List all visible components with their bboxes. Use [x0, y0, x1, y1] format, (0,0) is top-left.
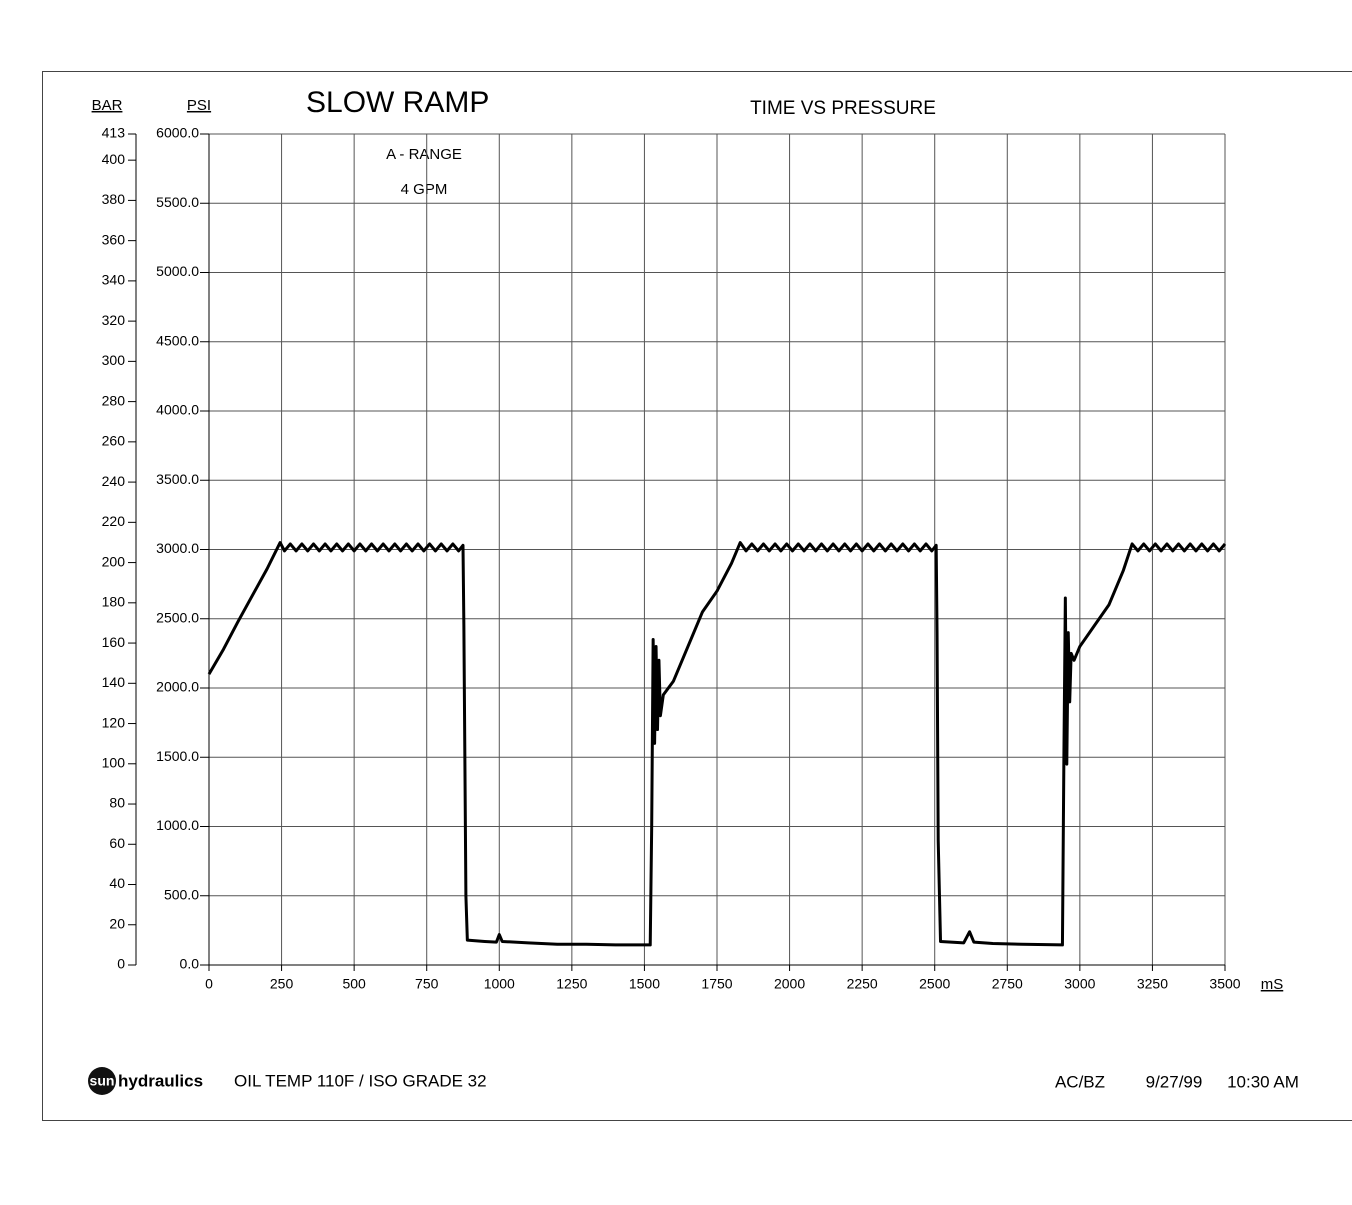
- x-tick-label: 1000: [484, 976, 515, 992]
- x-tick-label: 500: [342, 976, 366, 992]
- y2-tick-label: 360: [102, 231, 126, 247]
- y2-tick-label: 340: [102, 272, 126, 288]
- y-tick-label: 500.0: [164, 886, 199, 902]
- y-tick-label: 5000.0: [156, 263, 199, 279]
- y-tick-label: 0.0: [180, 956, 200, 972]
- y2-tick-label: 160: [102, 634, 126, 650]
- y2-tick-label: 60: [109, 835, 125, 851]
- y-axis-label: PSI: [187, 97, 211, 114]
- y-tick-label: 2500.0: [156, 609, 199, 625]
- footer-note: OIL TEMP 110F / ISO GRADE 32: [234, 1071, 487, 1090]
- y-tick-label: 3000.0: [156, 540, 199, 556]
- x-tick-label: 2500: [919, 976, 950, 992]
- x-tick-label: 250: [270, 976, 294, 992]
- chart-title: SLOW RAMP: [306, 86, 489, 119]
- y2-tick-label: 140: [102, 674, 126, 690]
- chart-subtitle: TIME VS PRESSURE: [750, 98, 936, 119]
- y2-tick-label: 200: [102, 553, 126, 569]
- x-tick-label: 2000: [774, 976, 805, 992]
- y2-tick-label: 220: [102, 513, 126, 529]
- y2-tick-label: 20: [109, 915, 125, 931]
- y2-tick-label: 240: [102, 473, 126, 489]
- y-tick-label: 4500.0: [156, 332, 199, 348]
- x-tick-label: 1750: [701, 976, 732, 992]
- brand: hydraulics: [118, 1071, 203, 1090]
- x-tick-label: 750: [415, 976, 439, 992]
- frame: [43, 72, 1352, 1121]
- y2-tick-label: 0: [117, 956, 125, 972]
- y2-tick-label: 180: [102, 594, 126, 610]
- annotation: A - RANGE: [386, 146, 462, 163]
- x-tick-label: 2750: [992, 976, 1023, 992]
- x-tick-label: 3250: [1137, 976, 1168, 992]
- y-tick-label: 6000.0: [156, 125, 199, 141]
- y-tick-label: 1000.0: [156, 817, 199, 833]
- y-tick-label: 1500.0: [156, 748, 199, 764]
- y2-tick-label: 300: [102, 352, 126, 368]
- y2-tick-label: 100: [102, 754, 126, 770]
- x-tick-label: 1250: [556, 976, 587, 992]
- y2-tick-label: 380: [102, 191, 126, 207]
- x-tick-label: 1500: [629, 976, 660, 992]
- y2-tick-label: 40: [109, 875, 125, 891]
- y-tick-label: 3500.0: [156, 471, 199, 487]
- y-tick-label: 5500.0: [156, 194, 199, 210]
- y2-tick-label: 413: [102, 125, 126, 141]
- y2-tick-label: 280: [102, 392, 126, 408]
- x-axis-label: mS: [1261, 976, 1284, 993]
- y2-tick-label: 120: [102, 714, 126, 730]
- x-tick-label: 2250: [847, 976, 878, 992]
- y2-axis-label: BAR: [92, 97, 123, 114]
- footer-initials: AC/BZ: [1055, 1072, 1105, 1091]
- y-tick-label: 2000.0: [156, 679, 199, 695]
- x-tick-label: 3500: [1209, 976, 1240, 992]
- y2-tick-label: 80: [109, 795, 125, 811]
- x-tick-label: 3000: [1064, 976, 1095, 992]
- footer-date: 9/27/99: [1146, 1072, 1203, 1091]
- y-tick-label: 4000.0: [156, 402, 199, 418]
- footer-time: 10:30 AM: [1227, 1072, 1299, 1091]
- y2-tick-label: 320: [102, 312, 126, 328]
- logo-text: sun: [90, 1073, 115, 1089]
- x-tick-label: 0: [205, 976, 213, 992]
- y2-tick-label: 260: [102, 433, 126, 449]
- y2-tick-label: 400: [102, 151, 126, 167]
- annotation: 4 GPM: [401, 181, 448, 198]
